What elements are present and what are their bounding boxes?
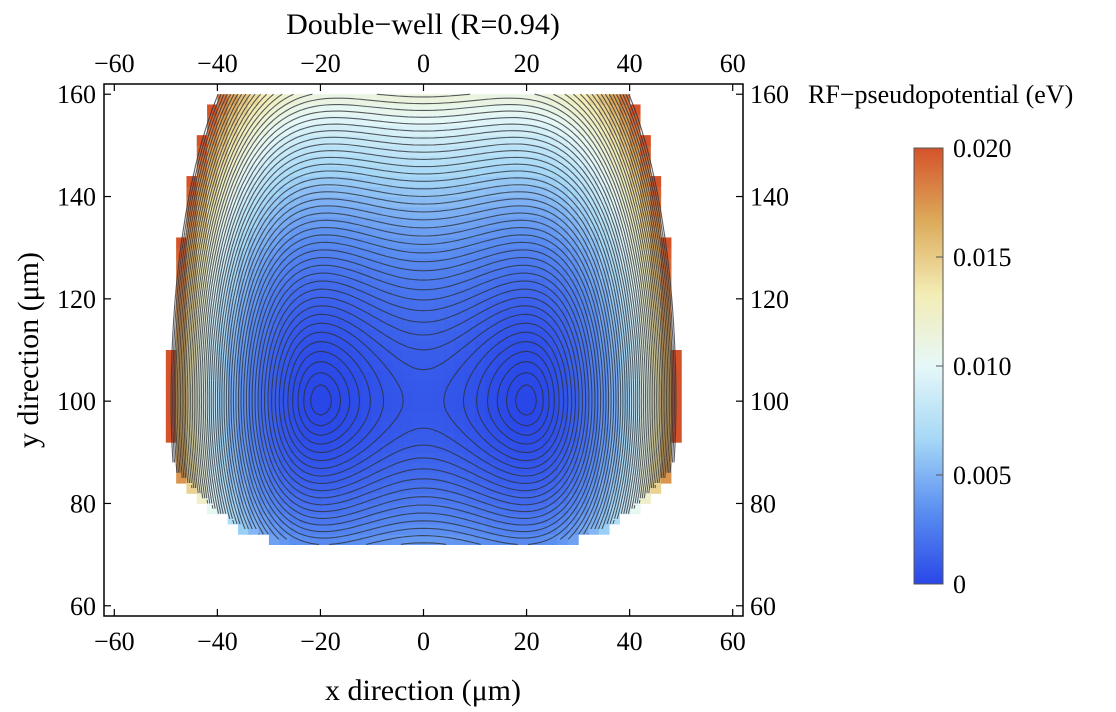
colorbar-label: RF−pseudopotential (eV)	[808, 80, 1073, 109]
x-tick-label-bottom: 0	[417, 627, 430, 656]
x-axis-label: x direction (μm)	[325, 674, 521, 707]
contour-line	[310, 384, 537, 416]
x-tick-label-bottom: −60	[94, 627, 135, 656]
contour-plot	[165, 93, 682, 545]
colorbar-tick-label: 0.020	[953, 134, 1012, 163]
contour-line	[212, 143, 635, 514]
contour-line	[254, 264, 593, 519]
contour-line	[251, 256, 596, 526]
x-tick-label-bottom: −20	[300, 627, 341, 656]
contour-line	[195, 93, 652, 499]
contour-line	[188, 93, 659, 489]
contour-line	[297, 361, 550, 436]
contour-line	[200, 104, 647, 504]
y-axis-label: y direction (μm)	[12, 252, 45, 448]
contour-line	[243, 234, 604, 545]
contour-line	[183, 93, 664, 484]
chart-title: Double−well (R=0.94)	[286, 8, 560, 41]
contour-line	[228, 191, 619, 530]
contour-line	[230, 198, 617, 535]
contour-line	[240, 226, 607, 545]
contour-line	[257, 272, 590, 513]
contour-line	[191, 93, 656, 494]
x-tick-label-top: −40	[197, 49, 238, 78]
contour-line	[197, 93, 650, 499]
contour-line	[210, 136, 637, 514]
contour-line	[287, 341, 560, 454]
x-tick-label-bottom: 40	[617, 627, 643, 656]
contour-line	[199, 97, 648, 504]
y-tick-label-right: 100	[750, 387, 789, 416]
contour-line	[172, 93, 675, 463]
contour-line	[225, 184, 622, 530]
contour-line	[271, 305, 576, 485]
y-tick-label-left: 60	[70, 592, 96, 621]
contour-line	[237, 219, 610, 545]
contour-line	[178, 93, 669, 478]
contour-line	[184, 93, 663, 484]
contour-line	[219, 163, 628, 525]
contour-line	[223, 177, 624, 530]
y-tick-label-left: 120	[57, 285, 96, 314]
x-tick-label-bottom: 20	[514, 627, 540, 656]
contour-line	[208, 130, 639, 514]
x-tick-label-top: −60	[94, 49, 135, 78]
y-tick-label-left: 140	[57, 183, 96, 212]
x-tick-label-top: 40	[617, 49, 643, 78]
y-tick-label-left: 100	[57, 387, 96, 416]
colorbar-tick-label: 0.015	[953, 243, 1012, 272]
colorbar-tick-label: 0.005	[953, 461, 1012, 490]
contour-lines	[170, 93, 677, 545]
x-tick-label-top: −20	[300, 49, 341, 78]
contour-line	[206, 123, 641, 514]
contour-line	[214, 150, 633, 519]
contour-line	[303, 372, 544, 427]
colorbar-tick-label: 0.010	[953, 352, 1012, 381]
x-tick-label-bottom: 60	[720, 627, 746, 656]
contour-line	[282, 331, 565, 462]
contour-line	[170, 94, 677, 463]
contour-line	[264, 288, 583, 499]
x-tick-label-top: 0	[417, 49, 430, 78]
y-tick-label-right: 60	[750, 592, 776, 621]
x-tick-label-bottom: −40	[197, 627, 238, 656]
contour-line	[173, 93, 674, 473]
y-tick-label-left: 80	[70, 489, 96, 518]
contour-line	[292, 350, 555, 445]
contour-line	[202, 110, 645, 509]
y-tick-label-right: 80	[750, 489, 776, 518]
contour-line	[176, 93, 671, 473]
colorbar: RF−pseudopotential (eV) 0 0.005 0.010 0.015…	[808, 80, 1073, 599]
y-tick-label-left: 160	[57, 80, 96, 109]
contour-line	[221, 170, 626, 525]
contour-line	[186, 93, 661, 489]
y-tick-label-right: 120	[750, 285, 789, 314]
x-tick-label-top: 60	[720, 49, 746, 78]
y-tick-label-right: 160	[750, 80, 789, 109]
contour-line	[175, 93, 672, 473]
contour-line	[235, 212, 612, 535]
contour-line	[193, 93, 654, 494]
colorbar-tick-label: 0	[953, 570, 966, 599]
contour-line	[232, 205, 615, 535]
contour-line	[248, 249, 599, 533]
contour-line	[260, 280, 587, 506]
y-tick-label-right: 140	[750, 183, 789, 212]
x-tick-label-top: 20	[514, 49, 540, 78]
contour-line	[267, 296, 580, 492]
contour-line	[179, 93, 668, 478]
contour-line	[216, 156, 631, 525]
colorbar-ticks: 0 0.005 0.010 0.015 0.020	[936, 134, 1012, 599]
contour-line	[181, 93, 666, 478]
contour-line	[245, 241, 602, 539]
contour-line	[278, 322, 569, 470]
contour-line	[274, 313, 573, 477]
contour-line	[204, 117, 643, 509]
contour-line	[190, 93, 657, 489]
